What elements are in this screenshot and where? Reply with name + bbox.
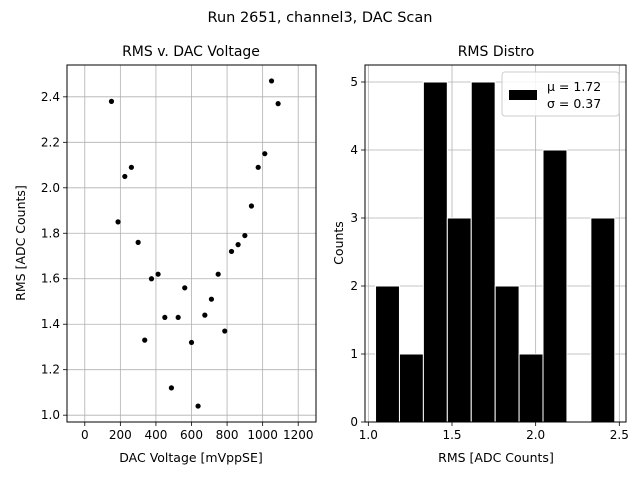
scatter-x-tick-label: 400 <box>144 428 167 442</box>
scatter-point <box>268 78 275 84</box>
histogram-y-tick-label: 3 <box>350 211 358 225</box>
histogram-x-tick-label: 1.0 <box>359 428 378 442</box>
histogram-y-tick-label: 0 <box>350 415 358 429</box>
scatter-point <box>162 314 168 321</box>
scatter-point <box>175 314 181 321</box>
scatter-x-tick-label: 800 <box>216 428 239 442</box>
histogram-bar <box>398 353 424 423</box>
scatter-point <box>168 385 175 391</box>
scatter-point <box>148 276 155 282</box>
scatter-point <box>222 328 228 334</box>
scatter-point <box>135 239 141 245</box>
legend-sigma: σ = 0.37 <box>547 96 601 111</box>
scatter-point <box>195 403 201 409</box>
histogram-y-tick-label: 1 <box>350 347 358 361</box>
scatter-y-tick-label: 1.0 <box>41 408 60 422</box>
scatter-y-label: RMS [ADC Counts] <box>13 185 28 301</box>
histogram-y-tick-label: 2 <box>350 279 358 293</box>
histogram-bar <box>470 81 496 423</box>
histogram-title: RMS Distro <box>458 44 535 60</box>
histogram-x-label: RMS [ADC Counts] <box>438 450 554 465</box>
scatter-y-tick-label: 2.2 <box>41 135 60 149</box>
scatter-point <box>262 151 268 157</box>
scatter-x-tick-label: 0 <box>81 428 89 442</box>
histogram-bar <box>542 149 568 423</box>
scatter-point <box>248 203 255 209</box>
scatter-y-tick-label: 1.6 <box>41 272 60 286</box>
scatter-x-tick-label: 200 <box>109 428 132 442</box>
scatter-x-tick-label: 1000 <box>247 428 278 442</box>
scatter-y-tick-label: 1.2 <box>41 363 60 377</box>
scatter-point <box>115 219 121 225</box>
scatter-y-tick-label: 2.0 <box>41 181 60 195</box>
scatter-point <box>128 164 134 170</box>
scatter-point <box>208 296 215 302</box>
histogram-y-tick-label: 5 <box>350 75 358 89</box>
histogram-bar <box>518 353 544 423</box>
scatter-point <box>255 164 261 170</box>
scatter-point <box>228 248 235 255</box>
scatter-point <box>202 312 208 318</box>
histogram-panel: RMS Distro 1.0 1.5 2.0 2.5 0 1 2 3 4 5 RMS [ADC … <box>331 44 629 465</box>
scatter-y-tick-label: 1.8 <box>41 226 60 240</box>
scatter-point <box>275 101 281 107</box>
scatter-panel: RMS v. DAC Voltage 0 200 400 600 800 1000 1200… <box>13 44 317 465</box>
scatter-y-tick-label: 1.4 <box>41 317 60 331</box>
scatter-point <box>155 271 161 277</box>
scatter-point <box>142 337 148 343</box>
scatter-point <box>215 271 221 277</box>
figure-title: Run 2651, channel3, DAC Scan <box>208 10 433 26</box>
histogram-y-ticks: 0 1 2 3 4 5 <box>350 75 365 429</box>
scatter-point <box>182 285 188 291</box>
histogram-bar <box>590 217 616 423</box>
legend-box <box>501 71 620 117</box>
histogram-bar <box>375 285 400 423</box>
scatter-y-tick-label: 2.4 <box>41 90 60 104</box>
histogram-x-tick-label: 1.5 <box>442 428 461 442</box>
histogram-y-label: Counts <box>331 221 346 265</box>
scatter-point <box>188 339 195 346</box>
scatter-x-tick-label: 1200 <box>283 428 314 442</box>
scatter-point <box>235 242 241 248</box>
scatter-point <box>108 98 115 104</box>
histogram-bars <box>375 81 616 423</box>
legend-mu: μ = 1.72 <box>547 79 601 94</box>
scatter-x-label: DAC Voltage [mVppSE] <box>119 450 262 465</box>
scatter-point <box>242 232 248 239</box>
histogram-axes-frame <box>364 64 627 423</box>
scatter-x-tick-label: 600 <box>180 428 203 442</box>
histogram-x-tick-label: 2.5 <box>610 428 629 442</box>
scatter-title: RMS v. DAC Voltage <box>122 44 260 60</box>
histogram-x-tick-label: 2.0 <box>526 428 545 442</box>
histogram-bar <box>446 217 472 423</box>
scatter-point <box>122 173 128 180</box>
legend-swatch <box>509 90 537 100</box>
histogram-y-tick-label: 4 <box>350 143 358 157</box>
histogram-bar <box>422 81 448 423</box>
scatter-grid <box>67 65 316 422</box>
scatter-y-ticks: 1.0 1.2 1.4 1.6 1.8 2.0 2.2 2.4 <box>41 90 67 422</box>
histogram-x-ticks: 1.0 1.5 2.0 2.5 <box>359 422 629 442</box>
scatter-points <box>108 78 281 409</box>
scatter-x-ticks: 0 200 400 600 800 1000 1200 <box>81 422 314 442</box>
histogram-legend: μ = 1.72 σ = 0.37 <box>501 71 620 117</box>
histogram-bar <box>494 285 520 423</box>
